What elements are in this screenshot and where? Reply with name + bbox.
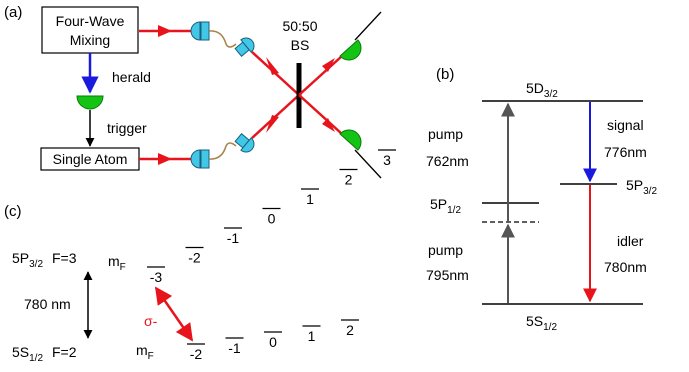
- lower-level-label: 5S1/2: [12, 344, 43, 364]
- top-fiber-coupler: [190, 21, 255, 57]
- fwm-label-1: Four-Wave: [56, 13, 125, 29]
- upper-mf-label-2: 2: [345, 172, 353, 188]
- sigma-minus-arrow: [154, 286, 194, 342]
- bs-label-2: BS: [291, 37, 310, 53]
- lower-mf-label: mF: [136, 342, 154, 362]
- idler-wl: 780nm: [604, 259, 647, 275]
- pump-lower-label: pump: [428, 242, 463, 258]
- upper-mf-label-0: 0: [268, 211, 276, 227]
- output-beam-down-arrowhead: [322, 118, 335, 132]
- panel-b: (b) 5D3/2 5P1/2 5P3/2 5S1/2 pump 762nm p…: [426, 66, 657, 333]
- panel-c: (c) 5P3/2 F=3 5S1/2 F=2 780 nm mF mF σ- …: [4, 149, 396, 364]
- panel-a: (a) Four-Wave Mixing herald trigger Sing…: [4, 4, 382, 179]
- panel-label-a: (a): [4, 4, 22, 21]
- bs-label-1: 50:50: [282, 18, 317, 34]
- upper-mf-label--1: -1: [227, 230, 240, 246]
- lower-mf-label-1: 1: [308, 328, 316, 344]
- upper-level-label: 5P3/2: [12, 250, 43, 270]
- bottom-beam-arrowhead: [266, 115, 279, 133]
- fwm-beam-arrowhead: [158, 25, 172, 37]
- detector-top: [339, 11, 382, 61]
- lower-mf-label-2: 2: [346, 322, 354, 338]
- trigger-label: trigger: [107, 120, 147, 136]
- lower-mf-label--2: -2: [190, 346, 203, 362]
- upper-mf-label--2: -2: [188, 250, 201, 266]
- output-beam-up-arrowhead: [322, 58, 335, 72]
- fwm-label-2: Mixing: [70, 32, 110, 48]
- pump-upper-wl: 762nm: [426, 153, 469, 169]
- bottom-fiber-coupler: [190, 133, 255, 169]
- upper-mf-label-3: 3: [383, 152, 391, 168]
- top-beam-arrowhead: [266, 57, 279, 75]
- idler-label: idler: [617, 233, 644, 249]
- output-beam-up: [298, 55, 343, 96]
- pump-upper-label: pump: [428, 126, 463, 142]
- upper-sublevels: -3 -2 -1 0 1 2 3: [147, 149, 396, 285]
- upper-f-label: F=3: [52, 250, 77, 266]
- upper-mf-label: mF: [108, 253, 126, 273]
- signal-label: signal: [607, 117, 644, 133]
- atom-beam-arrowhead: [158, 153, 172, 165]
- panel-label-b: (b): [436, 66, 454, 83]
- transition-label: 780 nm: [24, 296, 71, 312]
- sigma-minus-label: σ-: [144, 313, 158, 329]
- herald-detector: [76, 95, 104, 110]
- upper-mf-label--3: -3: [150, 269, 163, 285]
- single-atom-label: Single Atom: [53, 151, 128, 167]
- lower-sublevels: -2 -1 0 1 2: [187, 319, 359, 362]
- upper-mf-label-1: 1: [306, 191, 314, 207]
- level-5p12-label: 5P1/2: [430, 196, 461, 216]
- level-5d32-label: 5D3/2: [526, 80, 558, 100]
- panel-label-c: (c): [4, 203, 22, 220]
- lower-f-label: F=2: [52, 344, 77, 360]
- lower-mf-label-0: 0: [269, 334, 277, 350]
- pump-lower-wl: 795nm: [426, 267, 469, 283]
- signal-wl: 776nm: [604, 144, 647, 160]
- output-beam-down: [298, 94, 343, 135]
- level-5p32-label: 5P3/2: [626, 177, 657, 197]
- level-5s12-label: 5S1/2: [526, 313, 557, 333]
- lower-mf-label--1: -1: [228, 340, 241, 356]
- herald-label: herald: [112, 69, 151, 85]
- fwm-box: [41, 6, 139, 54]
- detector-bottom: [339, 129, 382, 179]
